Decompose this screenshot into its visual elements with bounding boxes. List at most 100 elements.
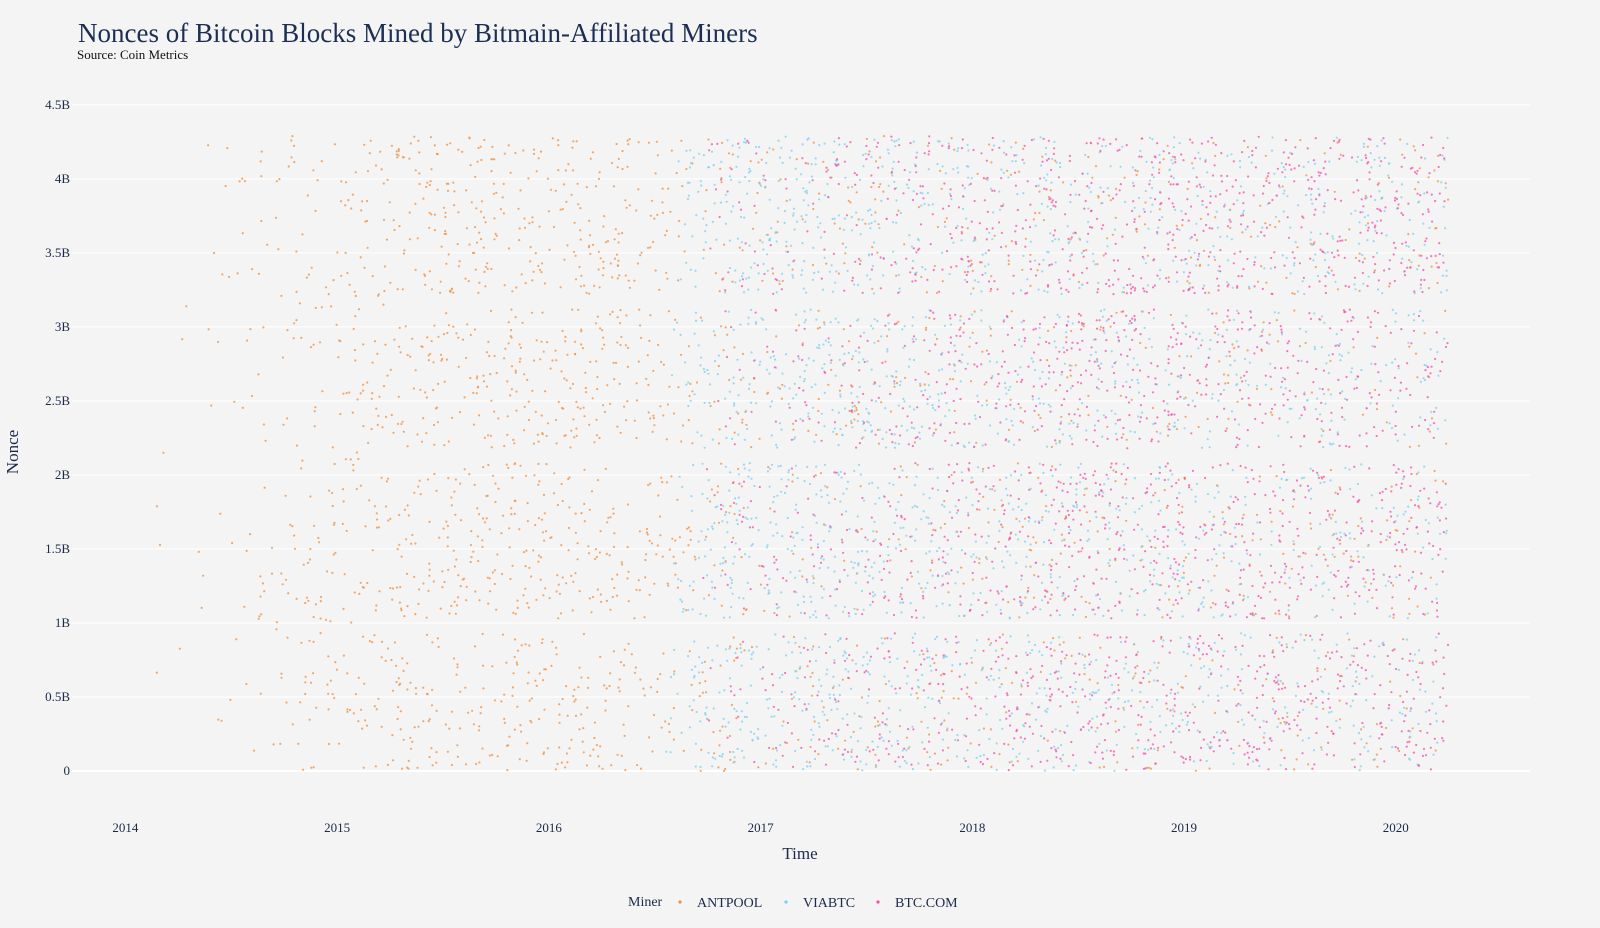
data-point	[319, 617, 322, 620]
data-point	[1435, 636, 1438, 639]
data-point	[1268, 590, 1272, 593]
data-point	[798, 569, 801, 573]
data-point	[542, 594, 545, 597]
data-point	[971, 578, 975, 581]
data-point	[1102, 765, 1106, 769]
data-point	[941, 721, 944, 725]
data-point	[530, 697, 533, 700]
data-point	[812, 207, 815, 211]
data-point	[306, 561, 310, 565]
data-point	[635, 209, 638, 212]
data-point	[1261, 226, 1264, 229]
data-point	[1269, 411, 1272, 414]
data-point	[1123, 708, 1126, 712]
data-point	[607, 516, 610, 519]
data-point	[765, 328, 768, 331]
data-point	[465, 356, 468, 360]
data-point	[793, 382, 796, 385]
data-point	[1303, 292, 1306, 296]
data-point	[363, 266, 366, 269]
data-point	[912, 190, 915, 193]
data-point	[446, 331, 449, 335]
data-point	[1280, 749, 1283, 752]
data-point	[197, 550, 200, 554]
data-point	[1350, 371, 1353, 374]
data-point	[636, 262, 640, 265]
data-point	[1136, 170, 1139, 173]
data-point	[650, 199, 654, 202]
data-point	[1414, 550, 1417, 553]
data-point	[514, 369, 517, 372]
data-point	[387, 519, 390, 522]
data-point	[1073, 579, 1076, 583]
data-point	[414, 202, 417, 205]
data-point	[1218, 360, 1221, 363]
data-point	[464, 763, 468, 766]
data-point	[1063, 362, 1066, 365]
data-point	[733, 402, 736, 405]
data-point	[1338, 718, 1342, 721]
data-point	[417, 602, 420, 606]
data-point	[636, 764, 639, 767]
data-point	[917, 206, 921, 209]
data-point	[558, 703, 561, 706]
data-point	[1200, 446, 1204, 449]
data-point	[513, 655, 516, 659]
data-point	[474, 590, 477, 593]
data-point	[1215, 564, 1218, 567]
data-point	[1181, 532, 1184, 536]
data-point	[597, 268, 600, 271]
data-point	[989, 728, 993, 731]
data-point	[331, 504, 334, 508]
data-point	[1320, 689, 1323, 693]
data-point	[800, 215, 803, 218]
data-point	[1085, 487, 1088, 490]
data-point	[1335, 643, 1338, 646]
data-point	[843, 262, 846, 265]
data-point	[373, 705, 376, 708]
data-point	[826, 494, 829, 497]
data-point	[626, 165, 629, 168]
data-point	[1076, 423, 1079, 426]
data-point	[1211, 393, 1214, 396]
data-point	[1198, 657, 1201, 660]
data-point	[575, 434, 578, 437]
data-point	[1233, 688, 1236, 691]
data-point	[842, 492, 845, 495]
data-point	[442, 527, 445, 530]
data-point	[1023, 517, 1027, 520]
data-point	[1071, 613, 1075, 617]
data-point	[1322, 446, 1325, 449]
data-point	[557, 617, 560, 620]
data-point	[718, 691, 721, 694]
data-point	[937, 393, 940, 396]
data-point	[1088, 602, 1091, 605]
data-point	[819, 472, 823, 475]
data-point	[408, 157, 411, 160]
data-point	[1371, 345, 1374, 348]
data-point	[1018, 616, 1021, 619]
data-point	[954, 505, 957, 508]
data-point	[944, 391, 947, 394]
data-point	[1329, 393, 1333, 396]
data-point	[720, 462, 723, 465]
data-point	[503, 284, 506, 287]
data-point	[729, 166, 732, 169]
data-point	[1387, 174, 1390, 177]
data-point	[718, 290, 721, 293]
data-point	[922, 510, 925, 513]
data-point	[850, 755, 853, 759]
data-point	[1346, 632, 1349, 635]
data-point	[1049, 208, 1052, 211]
data-point	[506, 380, 509, 383]
data-point	[572, 382, 575, 386]
data-point	[824, 524, 827, 527]
data-point	[626, 400, 629, 403]
data-point	[1215, 552, 1218, 555]
data-point	[817, 397, 820, 401]
data-point	[1041, 270, 1044, 273]
data-point	[653, 217, 656, 220]
data-point	[716, 505, 719, 508]
data-point	[1315, 614, 1318, 618]
data-point	[354, 315, 357, 318]
